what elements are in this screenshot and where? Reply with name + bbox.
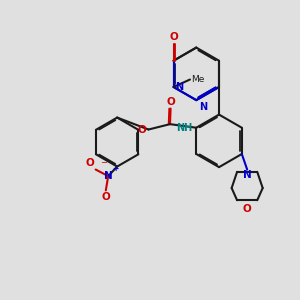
Text: N: N bbox=[104, 171, 112, 181]
Text: N: N bbox=[176, 82, 184, 92]
Text: O: O bbox=[243, 204, 251, 214]
Text: O: O bbox=[138, 124, 147, 134]
Text: −: − bbox=[100, 158, 107, 167]
Text: O: O bbox=[169, 32, 178, 42]
Text: O: O bbox=[166, 97, 175, 106]
Text: +: + bbox=[112, 164, 118, 173]
Text: N: N bbox=[199, 102, 207, 112]
Text: O: O bbox=[101, 192, 110, 202]
Text: NH: NH bbox=[176, 123, 193, 133]
Text: Me: Me bbox=[191, 75, 205, 84]
Text: O: O bbox=[85, 158, 94, 168]
Text: N: N bbox=[243, 169, 251, 179]
